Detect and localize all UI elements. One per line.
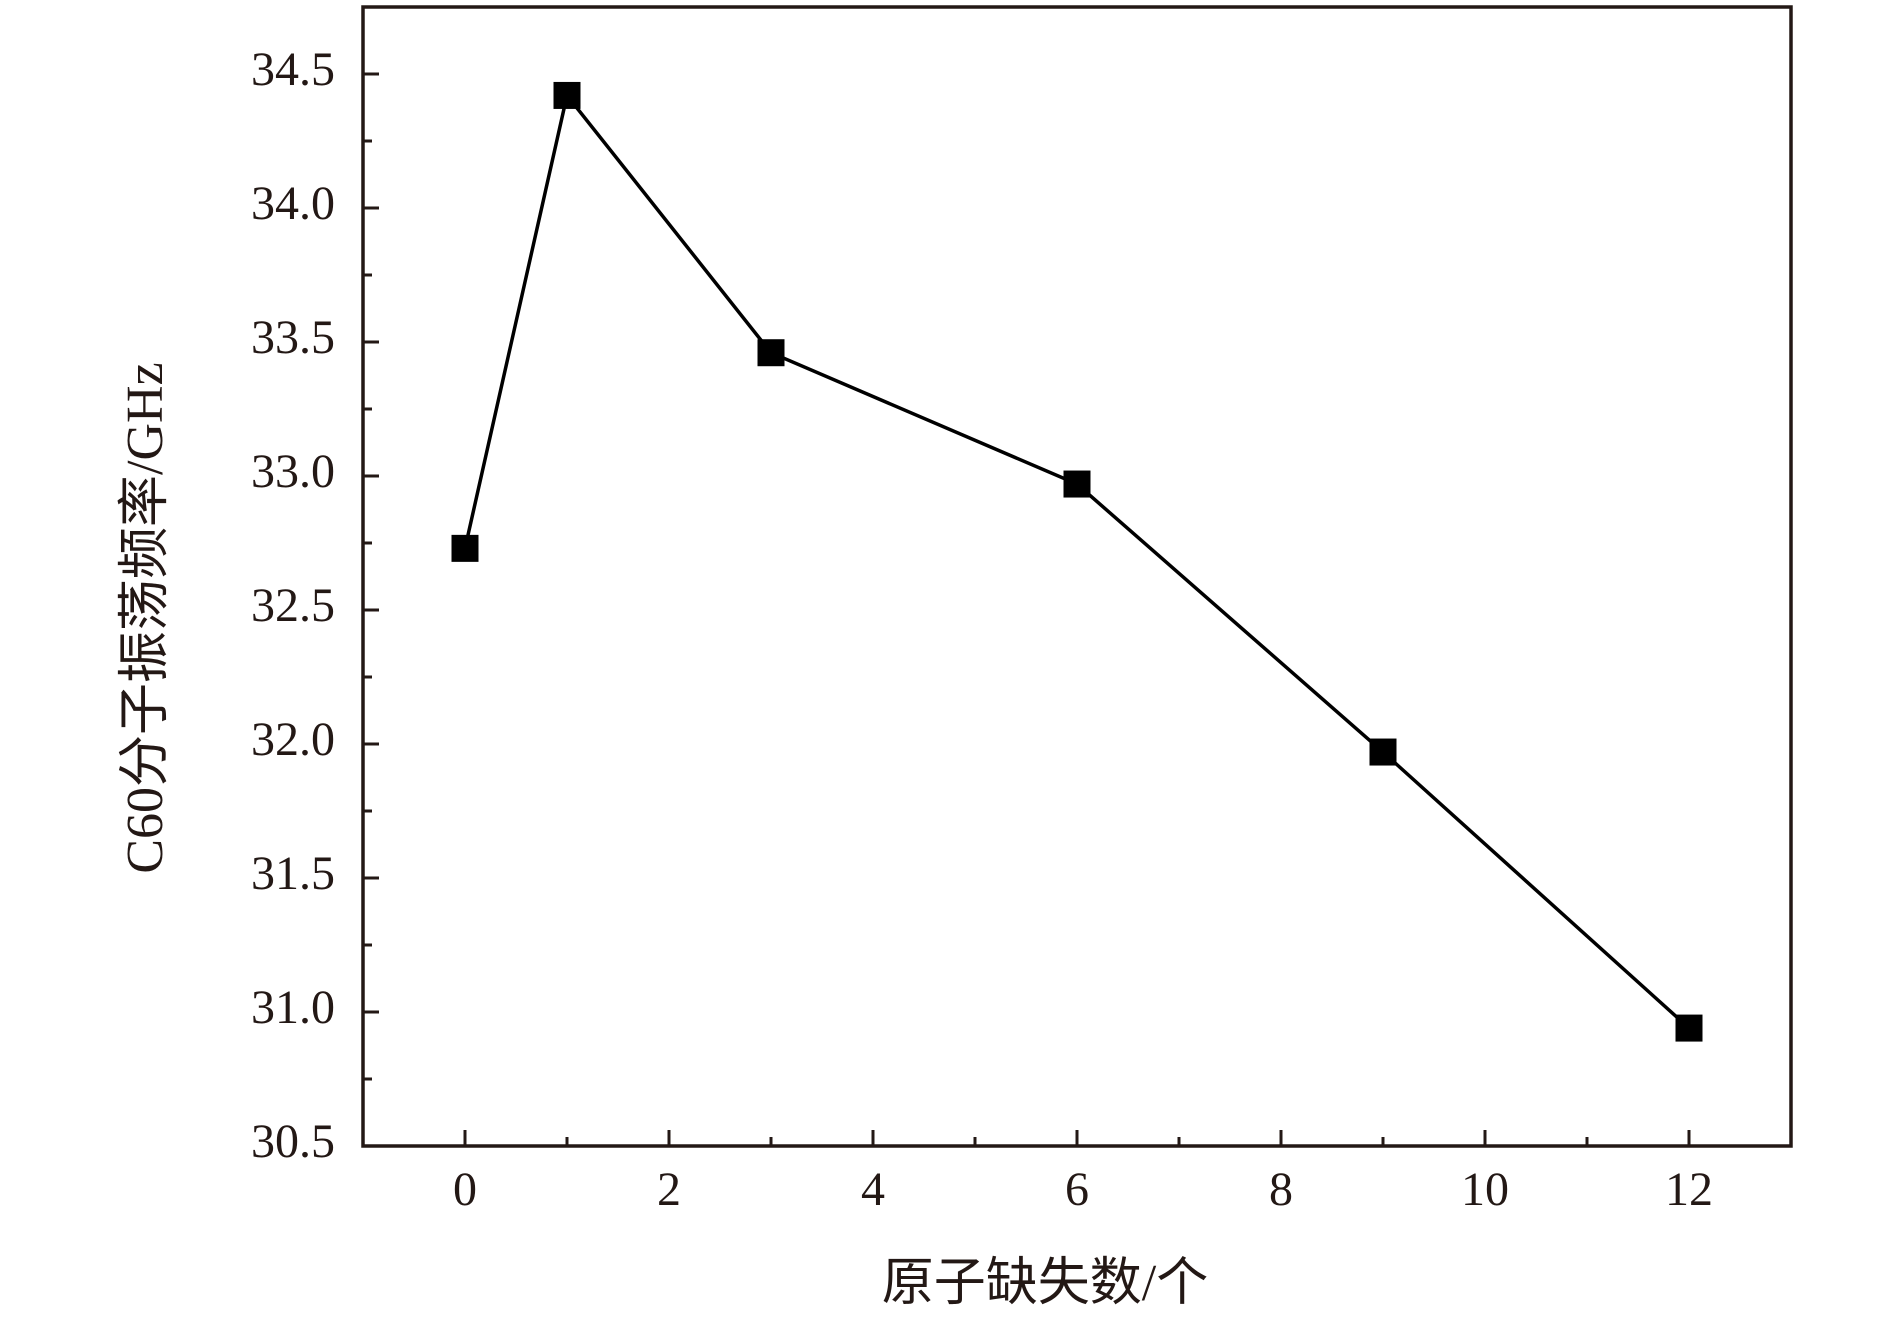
y-tick-label: 34.0: [251, 177, 335, 230]
plot-frame: [361, 5, 1793, 1148]
x-tick-label: 12: [1665, 1163, 1713, 1216]
marker: [1369, 738, 1397, 766]
x-tick-label: 2: [657, 1163, 681, 1216]
y-tick-label: 32.0: [251, 713, 335, 766]
y-axis-title: C60分子振荡频率/GHz: [117, 362, 174, 873]
marker: [553, 81, 581, 109]
y-tick-label: 31.0: [251, 981, 335, 1034]
y-tick-label: 31.5: [251, 847, 335, 900]
x-tick-label: 0: [453, 1163, 477, 1216]
x-tick-label: 10: [1461, 1163, 1509, 1216]
marker: [1675, 1014, 1703, 1042]
x-tick-label: 4: [861, 1163, 885, 1216]
y-tick-label: 30.5: [251, 1115, 335, 1168]
marker: [1063, 470, 1091, 498]
series-line: [463, 91, 1691, 1030]
y-tick-label: 32.5: [251, 579, 335, 632]
x-tick-label: 6: [1065, 1163, 1089, 1216]
marker: [757, 339, 785, 367]
y-tick-label: 33.0: [251, 445, 335, 498]
y-tick-label: 33.5: [251, 311, 335, 364]
y-tick-label: 34.5: [251, 43, 335, 96]
x-tick-label: 8: [1269, 1163, 1293, 1216]
marker: [451, 534, 479, 562]
x-axis-title: 原子缺失数/个: [882, 1255, 1208, 1312]
